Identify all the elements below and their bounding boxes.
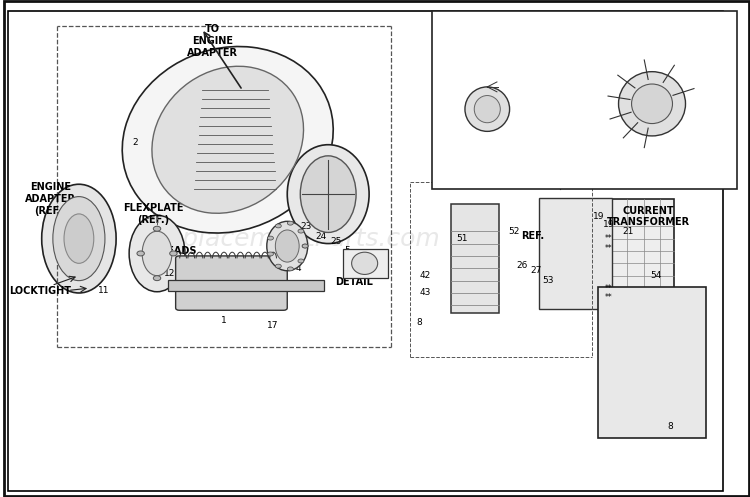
Ellipse shape [275, 230, 299, 262]
Ellipse shape [64, 214, 94, 263]
Ellipse shape [287, 145, 369, 244]
Circle shape [170, 251, 177, 256]
Text: 11: 11 [98, 286, 109, 295]
Text: 24: 24 [315, 232, 326, 241]
Text: 17: 17 [266, 321, 278, 330]
Circle shape [268, 236, 274, 240]
Ellipse shape [300, 156, 356, 233]
Text: 50: 50 [244, 288, 256, 298]
Text: LEADS: LEADS [161, 246, 197, 256]
Text: 5: 5 [344, 247, 350, 255]
Text: 39: 39 [458, 24, 467, 33]
Text: 4: 4 [296, 264, 302, 273]
Ellipse shape [152, 66, 304, 213]
Text: 43: 43 [419, 288, 430, 298]
Circle shape [302, 244, 308, 248]
Text: 28: 28 [178, 177, 189, 186]
Text: 26: 26 [516, 261, 527, 270]
Ellipse shape [53, 197, 105, 281]
Text: 7: 7 [202, 261, 208, 270]
FancyBboxPatch shape [168, 280, 325, 291]
Ellipse shape [619, 72, 686, 136]
Text: HUB DETAIL: HUB DETAIL [613, 166, 673, 175]
Text: SEE
HUB
DETAIL: SEE HUB DETAIL [335, 254, 374, 287]
Text: 52: 52 [509, 227, 520, 236]
Text: TIE-WRAPS &
SLEEVE (I/N:37)
IN PLACE: TIE-WRAPS & SLEEVE (I/N:37) IN PLACE [472, 43, 532, 73]
Ellipse shape [352, 252, 378, 274]
Text: CURRENT
TRANSFORMER: CURRENT TRANSFORMER [607, 206, 690, 227]
Text: 2: 2 [132, 138, 137, 147]
Text: 36: 36 [567, 51, 577, 60]
Text: 24: 24 [524, 29, 534, 38]
Ellipse shape [465, 87, 509, 131]
Ellipse shape [129, 215, 185, 292]
Text: 40: 40 [326, 167, 338, 176]
FancyBboxPatch shape [176, 256, 287, 310]
Text: 37: 37 [496, 69, 506, 78]
Text: 18: 18 [248, 108, 259, 117]
Bar [600, 199, 674, 323]
Text: 1: 1 [221, 316, 227, 325]
Text: **: ** [604, 283, 613, 293]
Text: 8: 8 [417, 318, 422, 327]
Circle shape [275, 264, 281, 268]
FancyBboxPatch shape [538, 198, 613, 309]
Text: 32: 32 [568, 60, 578, 69]
Text: REF.: REF. [521, 231, 544, 241]
FancyBboxPatch shape [8, 11, 722, 491]
Text: 27: 27 [531, 266, 542, 275]
Text: 29: 29 [504, 27, 514, 37]
Ellipse shape [474, 95, 500, 123]
Text: LOCKTIGHT: LOCKTIGHT [9, 285, 71, 296]
Ellipse shape [42, 184, 116, 293]
Text: 31: 31 [489, 26, 499, 36]
Circle shape [287, 221, 293, 225]
Text: 25: 25 [330, 237, 341, 246]
Circle shape [153, 276, 160, 281]
Bar [343, 248, 388, 278]
Text: 9: 9 [180, 301, 186, 310]
Text: 12: 12 [164, 269, 176, 278]
Ellipse shape [142, 231, 172, 276]
Circle shape [153, 226, 160, 231]
Text: 54: 54 [650, 271, 662, 280]
Text: 33: 33 [572, 76, 582, 85]
Text: 3: 3 [284, 254, 290, 263]
Circle shape [275, 224, 281, 228]
Text: 22: 22 [273, 242, 284, 250]
Text: **: ** [604, 293, 613, 302]
Text: 51: 51 [456, 234, 468, 243]
Text: ROTOR
LEADS: ROTOR LEADS [568, 85, 595, 104]
Text: 41: 41 [543, 31, 553, 40]
Ellipse shape [632, 84, 673, 124]
Circle shape [302, 244, 308, 248]
FancyBboxPatch shape [598, 287, 706, 438]
Text: ENGINE
ADAPTER
(REF.): ENGINE ADAPTER (REF.) [25, 182, 76, 216]
Circle shape [287, 267, 293, 271]
Text: 13: 13 [177, 274, 189, 283]
Text: 10: 10 [78, 271, 90, 280]
Circle shape [268, 252, 274, 256]
Text: 38: 38 [556, 30, 566, 39]
Text: 30: 30 [476, 25, 485, 35]
Text: 19: 19 [603, 220, 614, 229]
Text: TO
ENGINE
ADAPTER: TO ENGINE ADAPTER [188, 24, 238, 58]
Text: FLEXPLATE
(REF.): FLEXPLATE (REF.) [123, 203, 184, 225]
Text: 34: 34 [567, 24, 577, 34]
Circle shape [298, 259, 304, 263]
Circle shape [298, 229, 304, 233]
Text: **: ** [604, 234, 613, 243]
Text: 53: 53 [542, 276, 554, 285]
Text: 8: 8 [668, 422, 674, 431]
Circle shape [137, 251, 145, 256]
Ellipse shape [267, 221, 308, 271]
Text: 19: 19 [592, 212, 604, 221]
Text: 23: 23 [300, 222, 311, 231]
Text: eReplacementParts.com: eReplacementParts.com [134, 227, 440, 250]
Bar [432, 11, 737, 189]
Text: 35: 35 [494, 59, 504, 68]
Text: 21: 21 [622, 227, 634, 236]
FancyBboxPatch shape [451, 204, 500, 313]
Text: 42: 42 [419, 271, 430, 280]
Text: **: ** [604, 244, 613, 253]
